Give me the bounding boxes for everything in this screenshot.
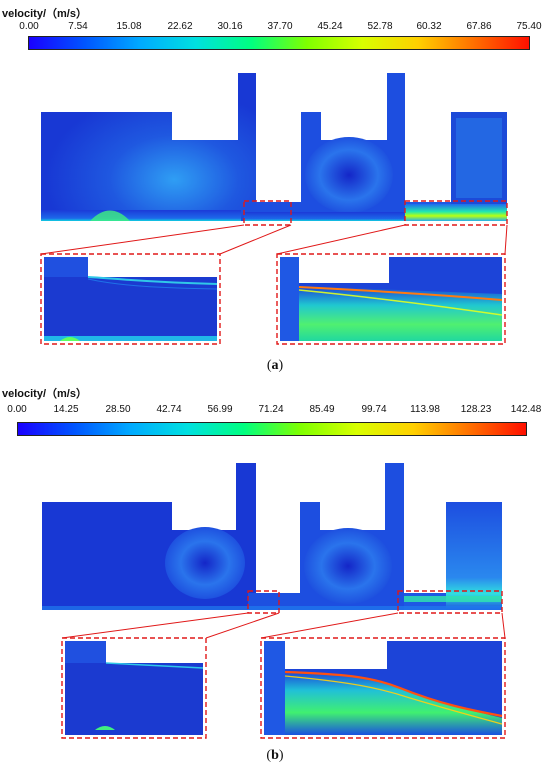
colorbar-tick: 42.74 xyxy=(156,404,182,415)
colorbar-tick: 15.08 xyxy=(116,21,142,32)
figure-panel-a: velocity/（m/s） 0.00 7.54 15.08 22.62 30.… xyxy=(0,0,550,380)
colorbar-ticks: 0.00 7.54 15.08 22.62 30.16 37.70 45.24 … xyxy=(0,21,550,35)
colorbar-tick: 0.00 xyxy=(19,21,39,32)
velocity-contour-plot xyxy=(40,73,508,345)
colorbar-tick: 99.74 xyxy=(361,404,387,415)
colorbar-title: velocity/（m/s） xyxy=(2,8,87,20)
callout-connectors xyxy=(61,612,506,639)
colorbar-tick: 0.00 xyxy=(7,404,27,415)
caption-letter: a xyxy=(271,358,279,373)
colorbar-title: velocity/（m/s） xyxy=(2,388,87,400)
zoom-callouts xyxy=(40,200,508,345)
colorbar-ticks: 0.00 14.25 28.50 42.74 56.99 71.24 85.49… xyxy=(0,404,550,418)
callout-connectors xyxy=(40,224,508,255)
colorbar-tick: 45.24 xyxy=(317,21,343,32)
colorbar-tick: 128.23 xyxy=(460,404,492,415)
caption-paren-open: ( xyxy=(266,748,272,763)
figure-panel-b: velocity/（m/s） 0.00 14.25 28.50 42.74 56… xyxy=(0,380,550,772)
caption-letter: b xyxy=(271,748,279,763)
velocity-contour-plot xyxy=(42,463,506,739)
colorbar-tick: 28.50 xyxy=(105,404,131,415)
zoom-inset-left xyxy=(44,257,218,341)
colorbar-tick: 52.78 xyxy=(367,21,393,32)
zoom-inset-right xyxy=(280,257,503,341)
zoom-inset-right xyxy=(264,641,503,735)
colorbar-tick: 14.25 xyxy=(53,404,79,415)
zoom-callouts xyxy=(61,590,506,739)
colorbar-tick: 142.48 xyxy=(510,404,542,415)
zoom-inset-left xyxy=(65,641,204,735)
colorbar-tick: 75.40 xyxy=(516,21,542,32)
figure-caption-b: (b) xyxy=(0,748,550,764)
colorbar-tick: 71.24 xyxy=(258,404,284,415)
colorbar-tick: 37.70 xyxy=(267,21,293,32)
colorbar xyxy=(28,36,530,50)
colorbar-tick: 60.32 xyxy=(416,21,442,32)
colorbar-tick: 7.54 xyxy=(68,21,88,32)
colorbar-tick: 30.16 xyxy=(217,21,243,32)
colorbar-tick: 22.62 xyxy=(167,21,193,32)
colorbar-tick: 67.86 xyxy=(466,21,492,32)
caption-paren-close: ) xyxy=(278,358,284,373)
flow-domain xyxy=(42,463,502,610)
caption-paren-open: ( xyxy=(266,358,272,373)
colorbar-tick: 113.98 xyxy=(410,404,440,415)
colorbar-tick: 56.99 xyxy=(207,404,233,415)
caption-paren-close: ) xyxy=(278,748,284,763)
figure-caption-a: (a) xyxy=(0,358,550,374)
colorbar xyxy=(17,422,527,436)
colorbar-tick: 85.49 xyxy=(309,404,335,415)
flow-domain xyxy=(41,73,507,221)
